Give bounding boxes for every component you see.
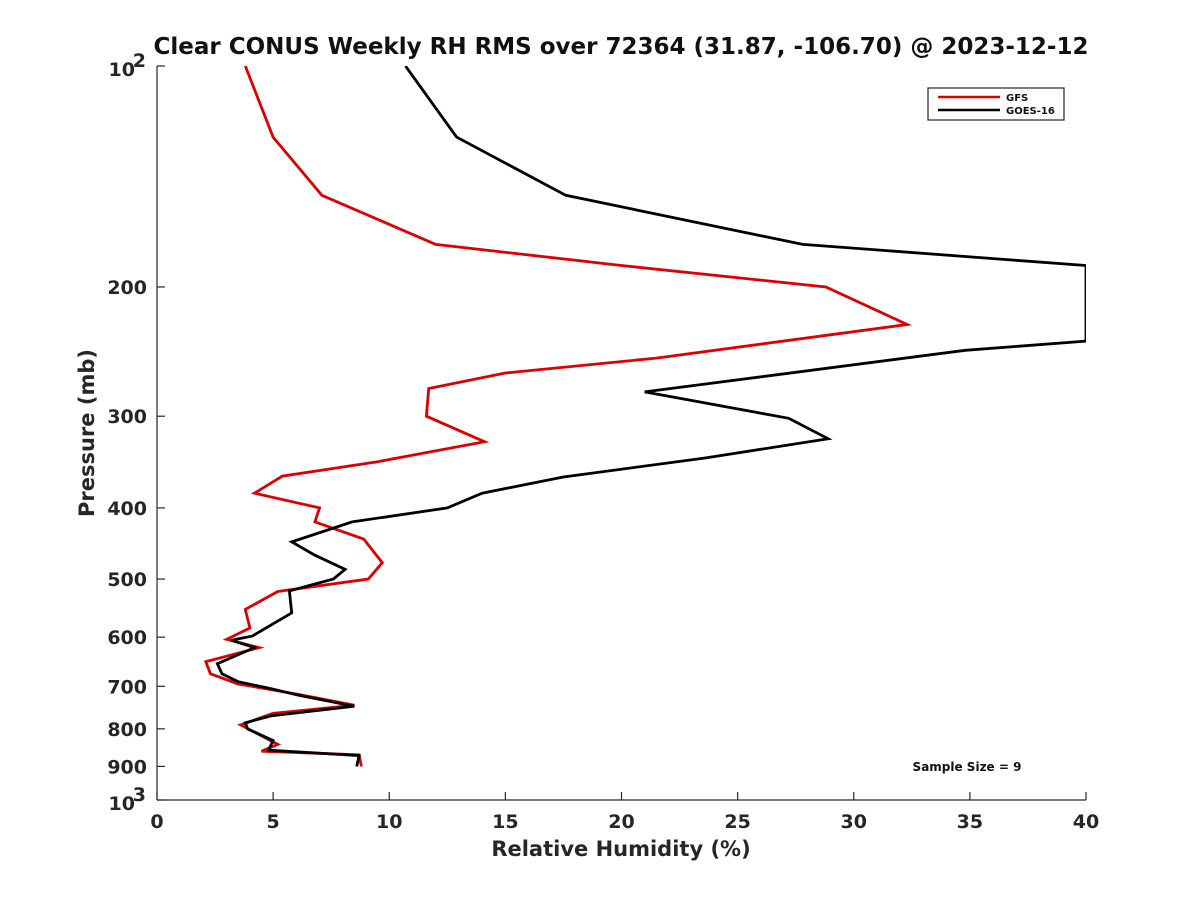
y-tick-label: 300 (107, 406, 147, 428)
legend: GFS GOES-16 (927, 87, 1065, 121)
y-tick-label: 400 (107, 498, 147, 520)
y-tick-label: 500 (107, 569, 147, 591)
y-tick-label: 800 (107, 719, 147, 741)
x-tick-label: 0 (150, 811, 163, 833)
x-tick-label: 30 (841, 811, 867, 833)
x-tick-label: 40 (1073, 811, 1099, 833)
y-tick-label: 600 (107, 627, 147, 649)
x-tick-label: 25 (724, 811, 750, 833)
x-tick-label: 20 (608, 811, 634, 833)
x-axis-label: Relative Humidity (%) (491, 837, 750, 861)
x-tick-label: 5 (267, 811, 280, 833)
x-tick-label: 15 (492, 811, 518, 833)
y-tick-label: 900 (107, 756, 147, 778)
y-tick-label: 10 (109, 793, 135, 815)
legend-label-goes-16: GOES-16 (1006, 106, 1055, 117)
series-lines (203, 66, 1086, 767)
series-line-goes-16 (215, 66, 1086, 767)
series-line-gfs (203, 66, 913, 767)
y-tick-exponent: 3 (133, 784, 146, 806)
y-tick-label: 10 (109, 59, 135, 81)
chart-title: Clear CONUS Weekly RH RMS over 72364 (31… (154, 34, 1089, 60)
y-tick-exponent: 2 (133, 50, 146, 72)
y-tick-label: 200 (107, 277, 147, 299)
legend-box (927, 87, 1065, 121)
x-axis: 0 5 10 15 20 25 30 35 40 (150, 792, 1099, 833)
legend-label-gfs: GFS (1006, 93, 1028, 104)
y-tick-label: 700 (107, 676, 147, 698)
plot-area (203, 66, 1086, 767)
x-tick-label: 35 (957, 811, 983, 833)
sample-size-annotation: Sample Size = 9 (913, 760, 1022, 774)
x-tick-label: 10 (376, 811, 402, 833)
y-axis-label: Pressure (mb) (75, 349, 99, 517)
